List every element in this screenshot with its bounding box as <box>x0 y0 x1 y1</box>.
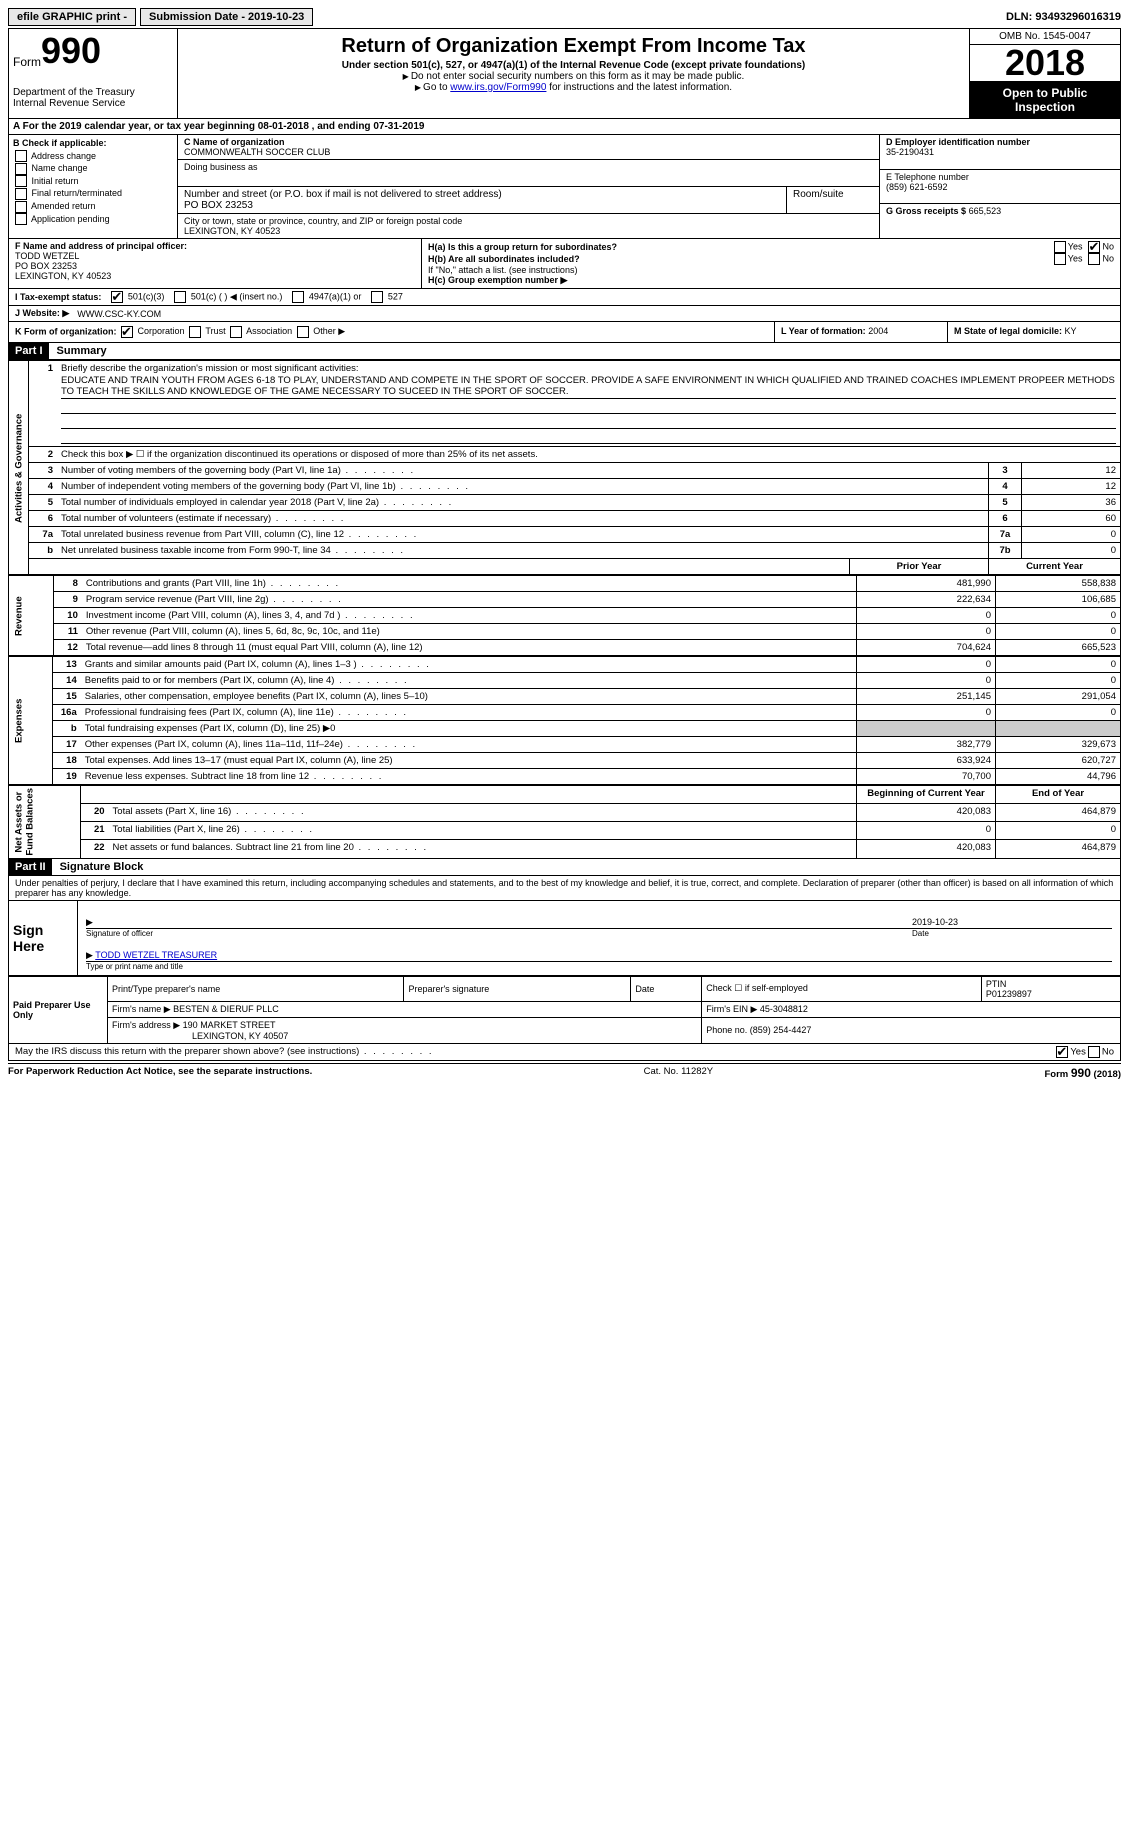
telephone-value: (859) 621-6592 <box>886 182 1114 192</box>
hb-yes[interactable]: Yes <box>1052 253 1083 265</box>
b-final-return[interactable]: Final return/terminated <box>13 187 173 200</box>
val-7a: 0 <box>1022 527 1121 543</box>
ein-value: 35-2190431 <box>886 147 1114 157</box>
city-state-zip: LEXINGTON, KY 40523 <box>184 226 873 236</box>
vtab-netassets: Net Assets or Fund Balances <box>9 786 81 859</box>
val-6: 60 <box>1022 511 1121 527</box>
ha-label: H(a) Is this a group return for subordin… <box>428 242 617 252</box>
hb-no[interactable]: No <box>1086 253 1114 265</box>
telephone-label: E Telephone number <box>886 172 1114 182</box>
tax-year: 2018 <box>970 45 1120 82</box>
org-name: COMMONWEALTH SOCCER CLUB <box>184 147 873 157</box>
ptin-value: P01239897 <box>986 989 1032 999</box>
k-corp[interactable]: Corporation <box>119 326 185 336</box>
mission-text: EDUCATE AND TRAIN YOUTH FROM AGES 6-18 T… <box>61 374 1116 399</box>
sig-date: 2019-10-23 <box>912 917 1112 928</box>
c-name-label: C Name of organization <box>184 137 873 147</box>
k-other[interactable]: Other ▶ <box>295 326 345 336</box>
efile-print-button[interactable]: efile GRAPHIC print - <box>8 8 136 26</box>
hb-label: H(b) Are all subordinates included? <box>428 254 580 264</box>
paid-preparer-label: Paid Preparer Use Only <box>9 976 108 1043</box>
firm-addr1: 190 MARKET STREET <box>183 1020 276 1030</box>
k-trust[interactable]: Trust <box>187 326 226 336</box>
f-label: F Name and address of principal officer: <box>15 241 187 251</box>
gross-receipts-label: G Gross receipts $ <box>886 206 966 216</box>
b-initial-return[interactable]: Initial return <box>13 175 173 188</box>
top-bar: efile GRAPHIC print - Submission Date - … <box>8 8 1121 26</box>
firm-addr2: LEXINGTON, KY 40507 <box>192 1031 288 1041</box>
website-value: WWW.CSC-KY.COM <box>77 309 161 319</box>
officer-addr2: LEXINGTON, KY 40523 <box>15 271 111 281</box>
val-3: 12 <box>1022 463 1121 479</box>
i-4947[interactable]: 4947(a)(1) or <box>290 291 361 303</box>
ha-yes[interactable]: Yes <box>1052 241 1083 253</box>
vtab-expenses: Expenses <box>9 657 53 785</box>
sign-here-label: Sign Here <box>9 901 78 975</box>
revenue-table: Revenue 8Contributions and grants (Part … <box>8 575 1121 656</box>
irs-no[interactable]: No <box>1086 1046 1114 1058</box>
officer-name: TODD WETZEL <box>15 251 79 261</box>
ein-label: D Employer identification number <box>886 137 1114 147</box>
year-formation: 2004 <box>868 326 888 336</box>
dba-label: Doing business as <box>184 162 873 172</box>
section-fh: F Name and address of principal officer:… <box>8 239 1121 289</box>
signer-name[interactable]: TODD WETZEL TREASURER <box>95 950 217 960</box>
form-subtitle: Under section 501(c), 527, or 4947(a)(1)… <box>184 60 963 71</box>
b-name-change[interactable]: Name change <box>13 162 173 175</box>
gross-receipts-value: 665,523 <box>969 206 1002 216</box>
k-assoc[interactable]: Association <box>228 326 292 336</box>
hb-note: If "No," attach a list. (see instruction… <box>428 265 1114 275</box>
form-title: Return of Organization Exempt From Incom… <box>184 35 963 58</box>
b-address-change[interactable]: Address change <box>13 150 173 163</box>
state-domicile: KY <box>1065 326 1077 336</box>
val-4: 12 <box>1022 479 1121 495</box>
section-bcd: B Check if applicable: Address change Na… <box>8 135 1121 239</box>
i-527[interactable]: 527 <box>369 291 403 303</box>
line2: Check this box ▶ ☐ if the organization d… <box>57 447 1121 463</box>
irs-yes[interactable]: Yes <box>1054 1046 1086 1058</box>
submission-date-button[interactable]: Submission Date - 2019-10-23 <box>140 8 313 26</box>
b-label: B Check if applicable: <box>13 137 173 150</box>
room-suite-label: Room/suite <box>787 187 879 213</box>
form-header: Form 990 Department of the Treasury Inte… <box>8 28 1121 119</box>
dept-label: Department of the Treasury Internal Reve… <box>13 87 173 109</box>
b-application-pending[interactable]: Application pending <box>13 213 173 226</box>
vtab-activities: Activities & Governance <box>9 361 29 575</box>
irs-discuss-row: May the IRS discuss this return with the… <box>8 1044 1121 1061</box>
open-to-public: Open to Public Inspection <box>970 82 1120 118</box>
firm-ein: 45-3048812 <box>760 1004 808 1014</box>
row-klm: K Form of organization: Corporation Trus… <box>8 322 1121 343</box>
firm-phone: (859) 254-4427 <box>750 1025 812 1035</box>
form-number: Form 990 <box>13 33 173 69</box>
val-5: 36 <box>1022 495 1121 511</box>
i-501c[interactable]: 501(c) ( ) ◀ (insert no.) <box>172 291 282 303</box>
dln-label: DLN: 93493296016319 <box>1006 11 1121 23</box>
val-7b: 0 <box>1022 543 1121 559</box>
addr-label: Number and street (or P.O. box if mail i… <box>184 189 780 200</box>
ha-no[interactable]: No <box>1086 241 1114 253</box>
part2-header: Part IISignature Block <box>8 859 1121 876</box>
b-amended-return[interactable]: Amended return <box>13 200 173 213</box>
perjury-declaration: Under penalties of perjury, I declare th… <box>9 876 1120 900</box>
city-label: City or town, state or province, country… <box>184 216 873 226</box>
part1-header: Part ISummary <box>8 343 1121 360</box>
hc-label: H(c) Group exemption number ▶ <box>428 275 1114 286</box>
i-501c3[interactable]: 501(c)(3) <box>109 291 164 303</box>
street-address: PO BOX 23253 <box>184 200 780 211</box>
summary-table: Activities & Governance 1 Briefly descri… <box>8 360 1121 575</box>
row-i-tax-status: I Tax-exempt status: 501(c)(3) 501(c) ( … <box>8 289 1121 306</box>
netassets-table: Net Assets or Fund Balances Beginning of… <box>8 785 1121 859</box>
row-j-website: J Website: ▶ WWW.CSC-KY.COM <box>8 306 1121 322</box>
ssn-warning: Do not enter social security numbers on … <box>184 71 963 82</box>
instructions-link-row: Go to www.irs.gov/Form990 for instructio… <box>184 82 963 93</box>
form990-link[interactable]: www.irs.gov/Form990 <box>450 82 546 93</box>
page-footer: For Paperwork Reduction Act Notice, see … <box>8 1063 1121 1082</box>
officer-addr1: PO BOX 23253 <box>15 261 77 271</box>
preparer-table: Paid Preparer Use Only Print/Type prepar… <box>8 976 1121 1044</box>
expenses-table: Expenses 13Grants and similar amounts pa… <box>8 656 1121 785</box>
row-a-tax-year: A For the 2019 calendar year, or tax yea… <box>8 119 1121 135</box>
firm-name: BESTEN & DIERUF PLLC <box>173 1004 279 1014</box>
vtab-revenue: Revenue <box>9 576 54 656</box>
